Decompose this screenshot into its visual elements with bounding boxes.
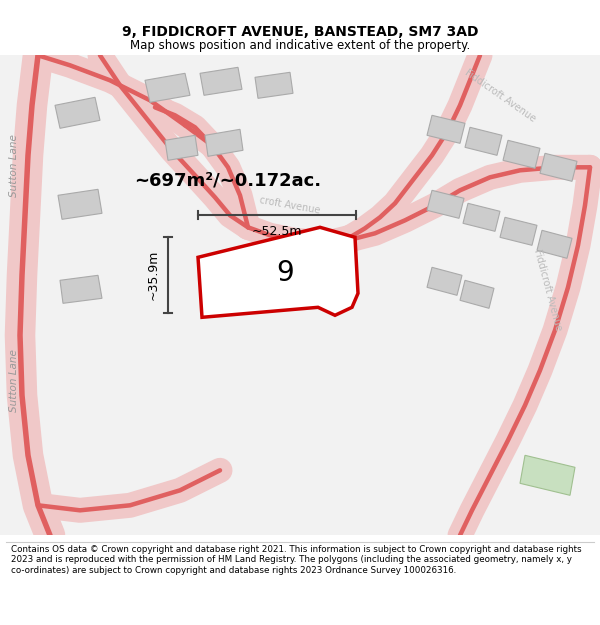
Polygon shape	[145, 73, 190, 102]
Polygon shape	[460, 280, 494, 308]
Text: Sutton Lane: Sutton Lane	[9, 349, 19, 412]
Polygon shape	[465, 127, 502, 155]
Polygon shape	[500, 217, 537, 245]
Polygon shape	[55, 98, 100, 128]
Text: Fiddicroft Avenue: Fiddicroft Avenue	[463, 67, 538, 124]
Text: ~35.9m: ~35.9m	[147, 250, 160, 301]
Polygon shape	[427, 268, 462, 295]
Text: Fiddicroft Avenue: Fiddicroft Avenue	[532, 248, 564, 332]
Text: Map shows position and indicative extent of the property.: Map shows position and indicative extent…	[130, 39, 470, 52]
Polygon shape	[205, 129, 243, 156]
Polygon shape	[503, 140, 540, 168]
Polygon shape	[200, 68, 242, 95]
Text: Contains OS data © Crown copyright and database right 2021. This information is : Contains OS data © Crown copyright and d…	[11, 545, 581, 575]
Polygon shape	[198, 228, 358, 318]
Polygon shape	[540, 153, 577, 181]
Polygon shape	[427, 115, 465, 143]
Polygon shape	[58, 189, 102, 219]
Polygon shape	[537, 230, 572, 258]
Text: 9, FIDDICROFT AVENUE, BANSTEAD, SM7 3AD: 9, FIDDICROFT AVENUE, BANSTEAD, SM7 3AD	[122, 25, 478, 39]
Polygon shape	[427, 190, 464, 218]
Polygon shape	[60, 275, 102, 303]
Polygon shape	[255, 72, 293, 98]
Polygon shape	[520, 455, 575, 495]
Polygon shape	[463, 203, 500, 231]
Text: 9: 9	[276, 259, 294, 288]
Text: ~52.5m: ~52.5m	[252, 225, 302, 238]
Text: ~697m²/~0.172ac.: ~697m²/~0.172ac.	[134, 171, 322, 189]
Polygon shape	[165, 135, 198, 160]
Text: croft Avenue: croft Avenue	[259, 195, 321, 216]
Text: Sutton Lane: Sutton Lane	[9, 134, 19, 197]
